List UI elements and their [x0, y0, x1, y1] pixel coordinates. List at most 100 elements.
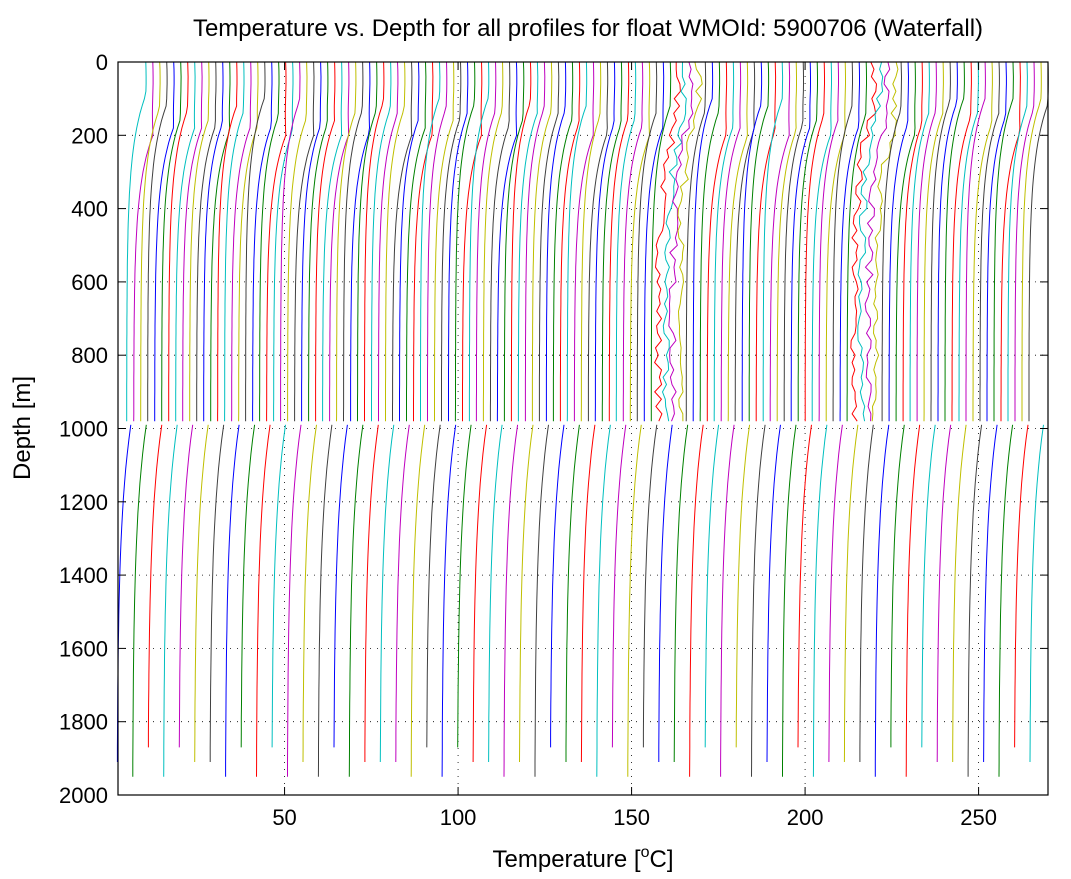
shallow-profile-line — [727, 61, 749, 422]
x-axis-label-main: Temperature [ — [493, 846, 641, 873]
shallow-profile-line — [755, 61, 777, 422]
shallow-profile-line — [923, 61, 944, 422]
deep-profile-line — [519, 424, 534, 763]
deep-profile-line — [967, 424, 983, 777]
shallow-profile-line — [357, 61, 378, 422]
shallow-profile-line — [454, 61, 476, 422]
shallow-profile-line — [496, 61, 518, 422]
shallow-profile-line — [661, 61, 687, 422]
deep-profile-line — [812, 424, 828, 777]
deep-profile-line — [472, 424, 488, 763]
shallow-profile-line — [790, 61, 811, 422]
shallow-profile-line — [510, 61, 532, 422]
deep-profile-line — [488, 424, 503, 763]
shallow-profile-line — [748, 61, 770, 422]
shallow-profile-line — [972, 61, 993, 422]
shallow-profile-line — [559, 61, 581, 422]
shallow-profile-line — [993, 61, 1014, 422]
deep-profile-line — [317, 424, 333, 777]
shallow-profile-line — [406, 61, 427, 422]
shallow-profile-line — [1021, 61, 1042, 422]
deep-profile-line — [209, 424, 225, 762]
shallow-profile-line — [871, 61, 899, 422]
shallow-profile-line — [259, 61, 280, 422]
y-tick-label: 0 — [96, 50, 108, 75]
shallow-profile-line — [224, 61, 245, 422]
deep-profile-line — [287, 424, 302, 777]
shallow-profile-line — [154, 61, 175, 422]
shallow-profile-line — [168, 61, 189, 422]
shallow-profile-line — [468, 61, 490, 422]
y-tick-label: 1400 — [59, 563, 108, 588]
shallow-profile-line — [643, 61, 665, 422]
shallow-profile-line — [1014, 61, 1035, 422]
shallow-profile-line — [280, 61, 301, 422]
deep-profile-line — [132, 424, 147, 777]
shallow-profile-line — [399, 61, 420, 422]
shallow-profile-line — [566, 61, 588, 422]
shallow-profile-line — [196, 61, 217, 422]
x-tick-label: 150 — [613, 805, 650, 830]
deep-profile-line — [673, 424, 689, 763]
deep-profile-line — [147, 424, 163, 748]
shallow-profile-line — [315, 61, 336, 422]
deep-profile-line — [1014, 424, 1029, 748]
deep-profile-line — [704, 424, 720, 748]
deep-profile-line — [859, 424, 874, 762]
shallow-profile-line — [615, 61, 637, 422]
shallow-profile-line — [420, 61, 441, 422]
shallow-profile-line — [965, 61, 986, 422]
deep-profile-line — [983, 424, 998, 763]
shallow-profile-line — [580, 61, 602, 422]
shallow-profile-line — [653, 62, 681, 422]
y-tick-label: 200 — [71, 123, 108, 148]
shallow-profile-line — [350, 61, 371, 422]
shallow-profile-line — [692, 61, 714, 422]
x-ticks: 50 100 150 200 250 — [272, 62, 997, 830]
shallow-profile-line — [489, 61, 511, 422]
deep-profile-line — [580, 424, 596, 763]
deep-profile-line — [410, 424, 426, 777]
deep-profile-line — [627, 424, 642, 777]
deep-profile-line — [457, 424, 472, 748]
deep-profile-line — [441, 424, 457, 777]
y-tick-label: 400 — [71, 197, 108, 222]
deep-profile-line — [874, 424, 890, 777]
shallow-profile-line — [364, 61, 385, 422]
shallow-profile-line — [573, 61, 595, 422]
x-axis-label-tail: C] — [649, 846, 673, 873]
shallow-profile-line — [1000, 61, 1021, 422]
shallow-profile-line — [475, 61, 497, 422]
shallow-profile-line — [329, 61, 350, 422]
x-tick-label: 250 — [960, 805, 997, 830]
shallow-profile-line — [126, 61, 147, 422]
shallow-profile-line — [594, 61, 616, 422]
deep-profile-line — [611, 424, 627, 748]
x-tick-label: 100 — [440, 805, 477, 830]
shallow-profile-line — [343, 61, 364, 422]
shallow-profile-line — [677, 61, 703, 422]
shallow-profile-line — [538, 61, 560, 422]
shallow-profile-line — [238, 61, 259, 422]
shallow-profile-line — [825, 61, 846, 422]
deep-profile-line — [163, 424, 178, 777]
y-tick-label: 1800 — [59, 710, 108, 735]
shallow-profile-line — [846, 61, 867, 422]
deep-profile-line — [782, 424, 797, 777]
shallow-profile-line — [622, 61, 644, 422]
shallow-profile-line — [231, 61, 252, 422]
shallow-profile-line — [434, 61, 455, 422]
deep-profile-line — [426, 424, 441, 748]
shallow-profile-line — [636, 61, 658, 422]
shallow-profile-line — [392, 61, 413, 422]
deep-profile-line — [194, 424, 209, 763]
shallow-profile-line — [413, 61, 434, 422]
shallow-profile-line — [685, 61, 707, 422]
shallow-profile-line — [762, 61, 784, 422]
shallow-profile-line — [720, 61, 742, 422]
shallow-profile-line — [182, 61, 203, 422]
shallow-profile-line — [203, 61, 224, 422]
deep-profile-line — [642, 424, 658, 748]
shallow-profile-line — [503, 61, 525, 422]
